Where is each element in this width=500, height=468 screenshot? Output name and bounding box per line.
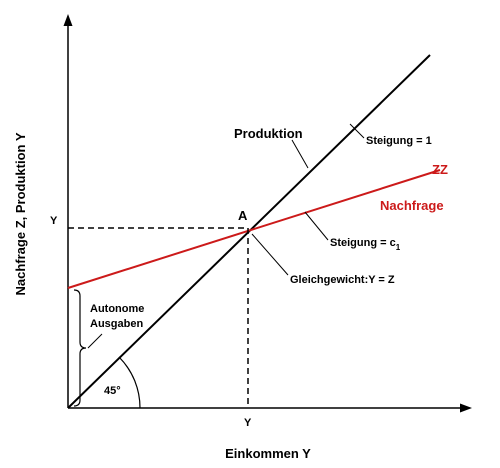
label: Gleichgewicht:Y = Z [290,274,395,286]
label: ZZ [432,162,448,177]
angle-arc [118,356,141,409]
demand-line [67,169,441,289]
label: 45° [104,385,121,397]
leader [304,211,329,241]
label: Produktion [234,126,303,141]
y-axis-label: Nachfrage Z, Produktion Y [13,132,28,295]
x-axis-label: Einkommen Y [225,446,311,461]
leader [251,233,289,276]
label: Y [50,215,58,227]
label: A [238,208,248,223]
label: Steigung = c1 [330,237,401,252]
label: Nachfrage [380,198,444,213]
subscript: 1 [396,243,401,252]
label: Y [244,417,252,429]
brace [73,289,87,407]
label: Steigung = c [330,237,396,249]
leader [87,333,103,349]
leader [291,139,309,169]
label: Steigung = 1 [366,135,432,147]
label: Ausgaben [90,318,143,330]
leader [349,123,365,139]
label: Autonome [90,303,144,315]
